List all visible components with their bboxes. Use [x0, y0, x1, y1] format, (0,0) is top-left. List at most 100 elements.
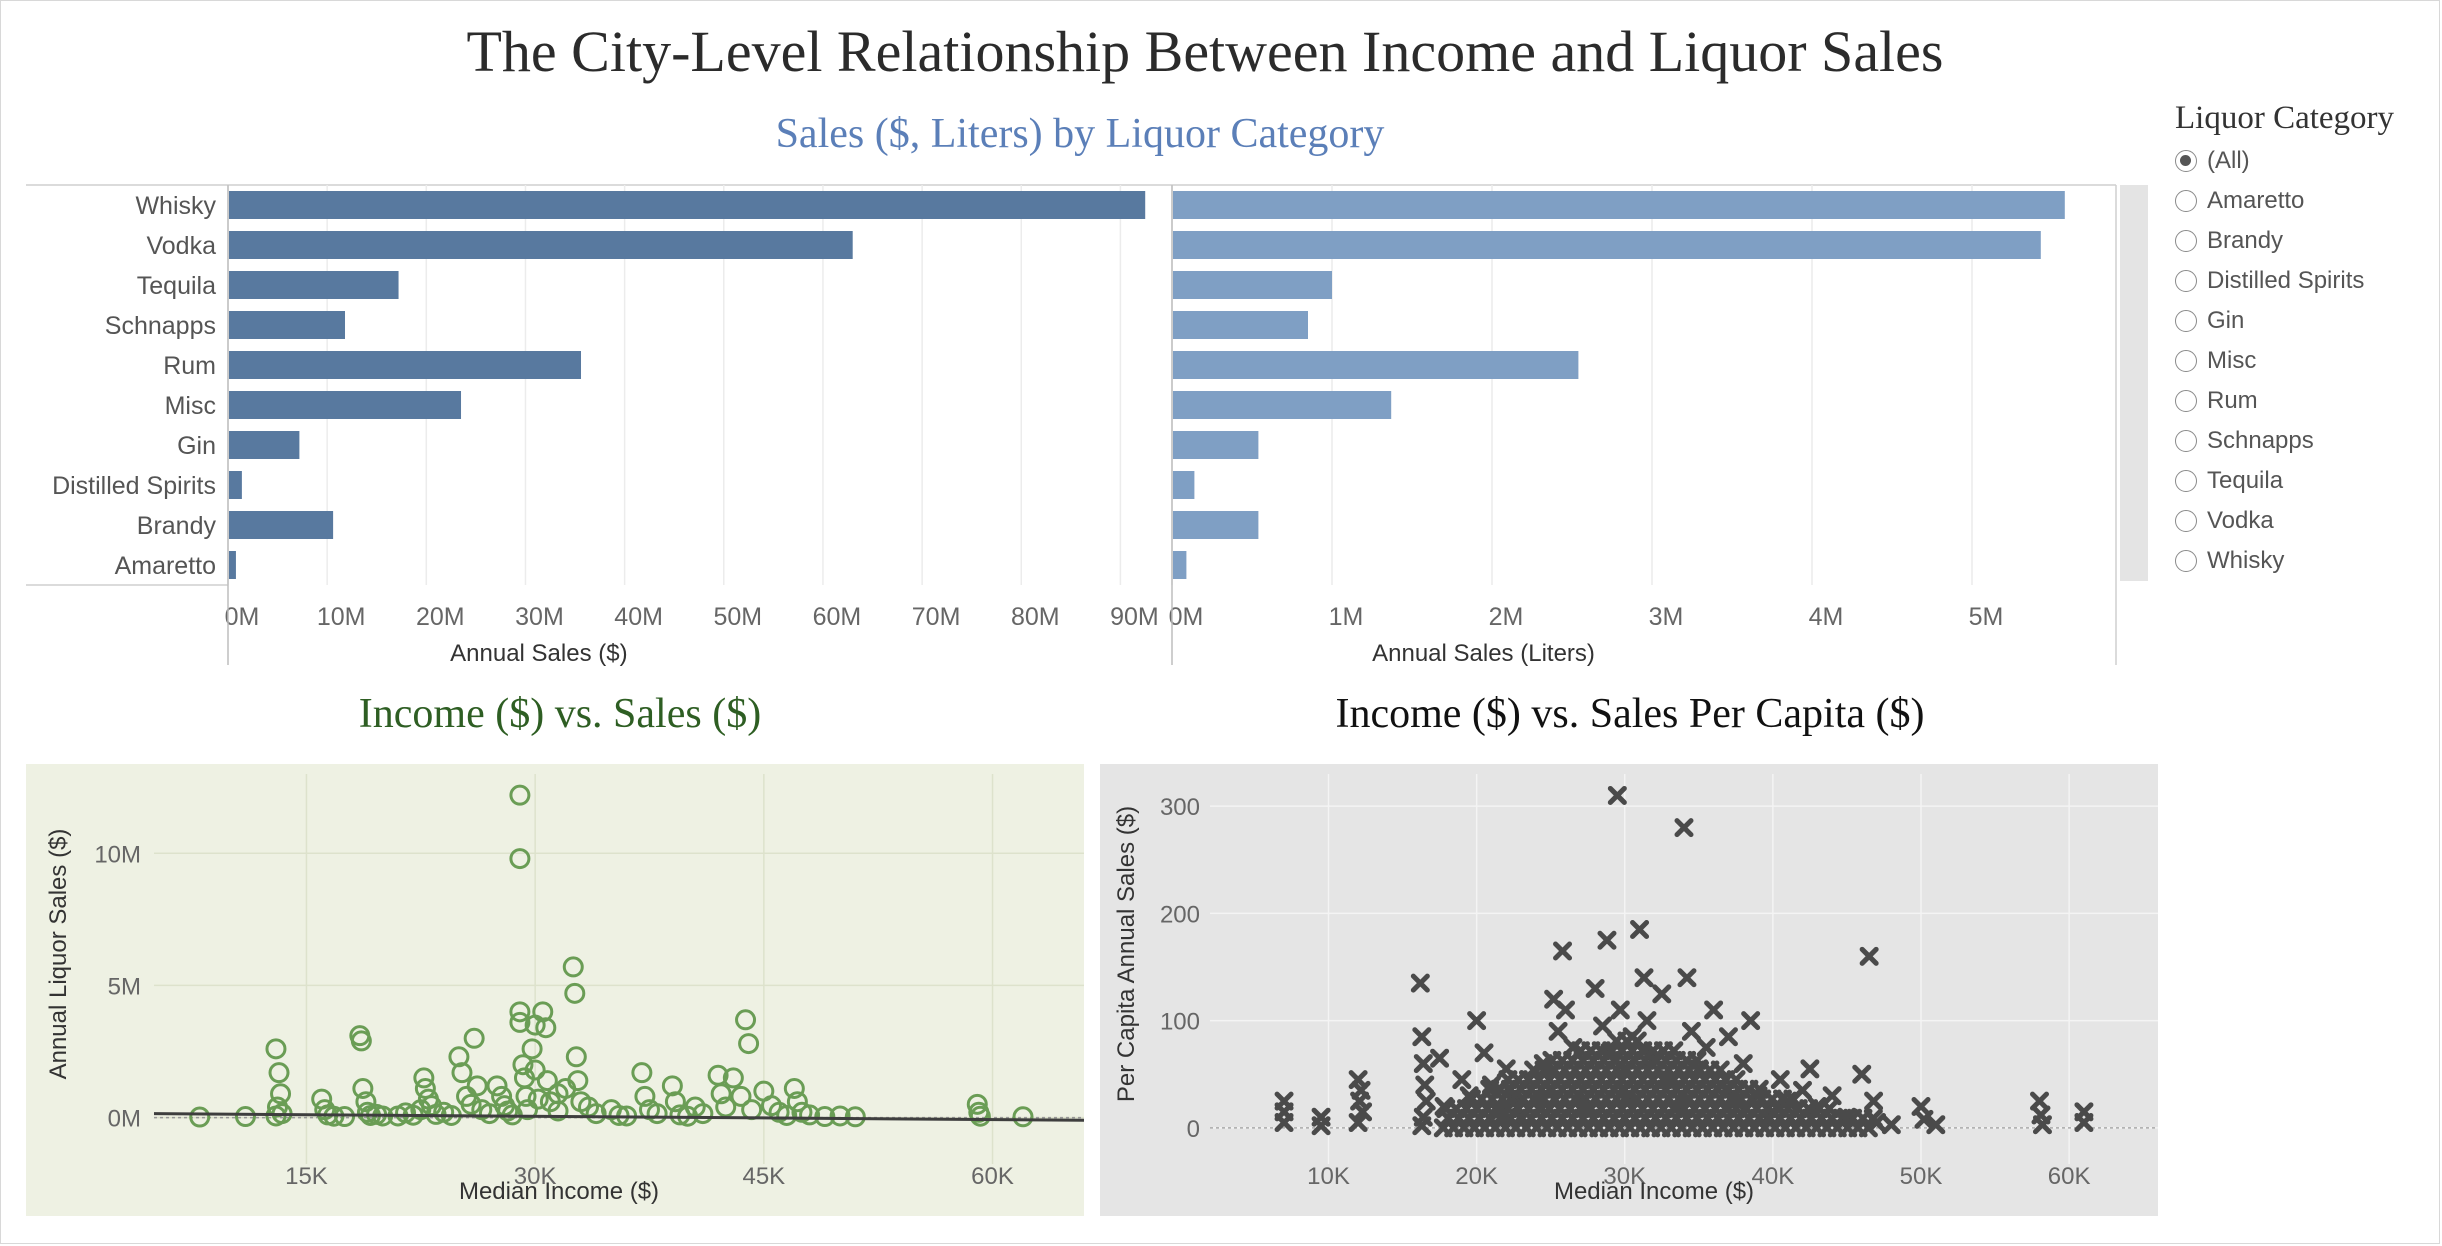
- radio-button-icon[interactable]: [2175, 230, 2197, 252]
- bar: [1173, 511, 1259, 539]
- scatter-point: [451, 1062, 473, 1084]
- radio-button-icon[interactable]: [2175, 270, 2197, 292]
- filter-option-label: Gin: [2207, 307, 2245, 334]
- filter-option[interactable]: Gin: [2175, 301, 2435, 341]
- scatter-point: [1593, 1016, 1613, 1036]
- scatter-point: [1413, 1054, 1433, 1074]
- bar: [229, 391, 462, 419]
- x-axis-label: Median Income ($): [459, 1178, 659, 1205]
- scatter-point: [466, 1075, 488, 1097]
- y-tick-label: 10M: [94, 841, 141, 868]
- x-axis-label: Annual Sales (Liters): [1372, 640, 1595, 667]
- radio-button-icon[interactable]: [2175, 550, 2197, 572]
- scatter-point: [1474, 1043, 1494, 1063]
- radio-button-icon[interactable]: [2175, 310, 2197, 332]
- x-tick-label: 45K: [742, 1163, 785, 1190]
- scatter-point: [1859, 946, 1879, 966]
- scatter-point: [270, 1083, 292, 1105]
- scatter-point: [517, 1099, 539, 1121]
- scatter-point: [1416, 1091, 1436, 1111]
- filter-option-label: Amaretto: [2207, 187, 2305, 214]
- x-tick-label: 40K: [1752, 1163, 1795, 1190]
- scatter-point: [1704, 1000, 1724, 1020]
- bar: [229, 431, 300, 459]
- bar-chart-title: Sales ($, Liters) by Liquor Category: [775, 111, 1385, 157]
- y-axis-label: Annual Liquor Sales ($): [45, 829, 72, 1080]
- radio-button-icon[interactable]: [2175, 350, 2197, 372]
- bar: [1173, 351, 1579, 379]
- scatter-point: [783, 1078, 805, 1099]
- liquor-category-filter: Liquor Category (All) Amaretto Brandy Disti…: [2175, 100, 2435, 581]
- scatter-point: [1677, 968, 1697, 988]
- filter-option[interactable]: Rum: [2175, 381, 2435, 421]
- radio-button-icon[interactable]: [2175, 470, 2197, 492]
- category-label: Distilled Spirits: [52, 472, 216, 500]
- filter-option[interactable]: Amaretto: [2175, 181, 2435, 221]
- category-label: Gin: [177, 432, 216, 460]
- filter-option[interactable]: Distilled Spirits: [2175, 261, 2435, 301]
- filter-option[interactable]: Schnapps: [2175, 421, 2435, 461]
- bar: [1173, 551, 1187, 579]
- scatter-point: [1741, 1011, 1761, 1031]
- scatter-point: [692, 1103, 714, 1125]
- radio-button-icon[interactable]: [2175, 150, 2197, 172]
- scatter-point: [1311, 1116, 1331, 1136]
- scatter-point: [585, 1103, 607, 1125]
- x-tick-label: 0M: [225, 603, 260, 631]
- scatter-point: [509, 848, 531, 870]
- filter-option-label: Misc: [2207, 347, 2257, 374]
- scatter-point: [1674, 818, 1694, 838]
- filter-options: (All) Amaretto Brandy Distilled Spirits Gin M…: [2175, 141, 2435, 581]
- x-axis-label: Annual Sales ($): [450, 640, 627, 667]
- scatter-point: [509, 1011, 531, 1033]
- scatter-point: [547, 1100, 569, 1122]
- filter-option-label: Distilled Spirits: [2207, 267, 2365, 294]
- filter-option[interactable]: Vodka: [2175, 501, 2435, 541]
- bar: [229, 511, 334, 539]
- scatter-point: [2032, 1115, 2052, 1135]
- scatter-point: [1553, 941, 1573, 961]
- filter-option[interactable]: Tequila: [2175, 461, 2435, 501]
- bar: [1173, 471, 1195, 499]
- radio-button-icon[interactable]: [2175, 190, 2197, 212]
- filter-option-label: Rum: [2207, 387, 2258, 414]
- x-tick-label: 60K: [971, 1163, 1014, 1190]
- bar: [1173, 231, 2041, 259]
- plot-background: [26, 764, 1084, 1216]
- x-tick-label: 90M: [1110, 603, 1159, 631]
- scatter-point: [1412, 1027, 1432, 1047]
- category-label: Schnapps: [105, 312, 216, 340]
- y-tick-label: 5M: [108, 973, 141, 1000]
- filter-option[interactable]: Brandy: [2175, 221, 2435, 261]
- scatter-point: [1864, 1091, 1884, 1111]
- bar: [1173, 271, 1332, 299]
- radio-button-icon[interactable]: [2175, 510, 2197, 532]
- category-label: Whisky: [135, 192, 216, 220]
- x-tick-label: 70M: [912, 603, 961, 631]
- x-tick-label: 5M: [1969, 603, 2004, 631]
- x-tick-label: 80M: [1011, 603, 1060, 631]
- x-tick-label: 30K: [1603, 1163, 1646, 1190]
- y-axis-label: Per Capita Annual Sales ($): [1113, 806, 1140, 1102]
- x-tick-label: 50M: [713, 603, 762, 631]
- y-tick-label: 100: [1160, 1009, 1200, 1036]
- filter-option[interactable]: (All): [2175, 141, 2435, 181]
- scatter-point: [814, 1106, 836, 1128]
- filter-option-label: Schnapps: [2207, 427, 2314, 454]
- radio-button-icon[interactable]: [2175, 390, 2197, 412]
- scatter-point: [722, 1067, 744, 1089]
- scatter-point: [460, 1093, 482, 1115]
- category-label: Rum: [163, 352, 216, 380]
- filter-option[interactable]: Whisky: [2175, 541, 2435, 581]
- filter-option[interactable]: Misc: [2175, 341, 2435, 381]
- scatter-point: [1412, 1116, 1432, 1136]
- scatter-income-vs-sales: 15K 30K 45K 60K 0M 5M 10M Median Income ($) Annu…: [26, 764, 1084, 1216]
- scatter-point: [532, 1001, 554, 1023]
- scatter-point: [350, 1030, 372, 1052]
- scatter-point: [536, 1070, 558, 1092]
- radio-button-icon[interactable]: [2175, 430, 2197, 452]
- x-tick-label: 40M: [614, 603, 663, 631]
- bar: [229, 191, 1146, 219]
- dashboard-title: The City-Level Relationship Between Inco…: [466, 19, 1944, 84]
